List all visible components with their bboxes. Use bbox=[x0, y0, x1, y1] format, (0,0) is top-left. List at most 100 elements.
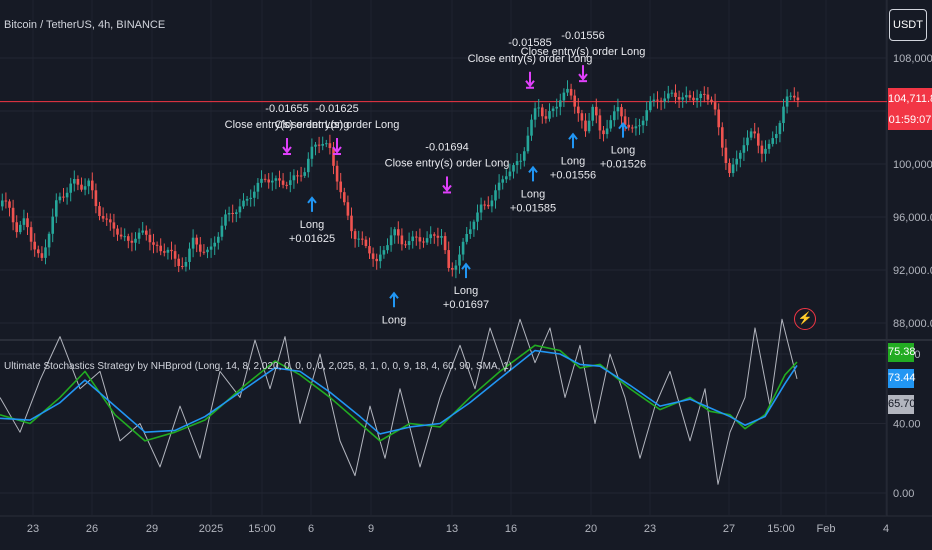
candle-body bbox=[281, 180, 285, 185]
price-axis-label: 100,000.00 bbox=[893, 159, 932, 171]
candle-body bbox=[40, 253, 44, 258]
candle-body bbox=[695, 98, 699, 101]
candle-body bbox=[512, 165, 515, 172]
candle-body bbox=[292, 175, 296, 181]
long-entry-arrowhead bbox=[618, 122, 628, 130]
candle-body bbox=[465, 233, 468, 242]
osc-k-line bbox=[0, 344, 798, 442]
candle-body bbox=[335, 165, 339, 182]
candle-body bbox=[555, 106, 558, 109]
candle-body bbox=[451, 267, 454, 270]
long-entry-label: Long bbox=[382, 314, 406, 326]
long-entry-arrowhead bbox=[528, 165, 538, 173]
candle-body bbox=[645, 110, 648, 121]
price-axis-label: 88,000.00 bbox=[893, 318, 932, 330]
candle-body bbox=[116, 228, 119, 235]
time-axis-label: 6 bbox=[308, 523, 314, 535]
time-axis-label: 26 bbox=[86, 523, 98, 535]
candle-body bbox=[83, 186, 87, 190]
candle-body bbox=[195, 237, 198, 245]
candle-body bbox=[638, 125, 641, 127]
candle-body bbox=[706, 94, 710, 100]
close-exit-label: Close entry(s) order Long bbox=[385, 157, 510, 169]
candle-body bbox=[526, 135, 530, 152]
long-entry-profit: +0.01625 bbox=[289, 233, 335, 245]
close-exit-profit: -0.01655 bbox=[265, 103, 308, 115]
candle-body bbox=[227, 212, 231, 215]
candle-body bbox=[497, 182, 501, 191]
candle-body bbox=[173, 251, 177, 259]
candle-body bbox=[562, 92, 566, 101]
candle-body bbox=[667, 93, 670, 99]
candle-body bbox=[692, 97, 695, 101]
candle-body bbox=[775, 134, 778, 139]
candle-body bbox=[112, 222, 116, 229]
candle-body bbox=[303, 172, 306, 176]
candle-body bbox=[710, 99, 713, 103]
candle-body bbox=[58, 196, 62, 201]
candle-body bbox=[256, 182, 260, 192]
candle-body bbox=[141, 230, 144, 233]
candle-body bbox=[274, 178, 278, 181]
long-entry-arrowhead bbox=[307, 196, 317, 204]
candle-body bbox=[688, 95, 692, 98]
candle-body bbox=[1, 200, 4, 207]
candle-body bbox=[627, 124, 630, 128]
candle-body bbox=[101, 215, 105, 219]
candle-body bbox=[785, 96, 789, 107]
candle-body bbox=[155, 244, 159, 246]
close-exit-label: Close entry(s) order Long bbox=[521, 46, 646, 58]
osc-fast-line bbox=[0, 318, 798, 485]
close-exit-arrowhead bbox=[525, 80, 535, 88]
candle-body bbox=[677, 96, 681, 100]
candle-body bbox=[317, 144, 321, 146]
lightning-icon[interactable]: ⚡ bbox=[794, 308, 816, 330]
candle-body bbox=[184, 261, 188, 267]
candle-body bbox=[472, 221, 476, 230]
candle-body bbox=[440, 236, 443, 238]
symbol-title[interactable]: Bitcoin / TetherUS, 4h, BINANCE bbox=[4, 19, 166, 31]
candle-body bbox=[296, 175, 299, 177]
countdown-tag: 01:59:07 bbox=[888, 110, 932, 130]
candle-body bbox=[76, 178, 80, 185]
candle-body bbox=[224, 214, 227, 226]
candle-body bbox=[731, 164, 735, 174]
close-exit-arrowhead bbox=[442, 184, 452, 193]
candle-body bbox=[580, 113, 584, 121]
candle-body bbox=[123, 236, 126, 238]
osc-d-line bbox=[0, 349, 798, 435]
osc-d-tag: 73.44 bbox=[888, 369, 916, 388]
candle-body bbox=[181, 266, 184, 268]
candle-body bbox=[245, 198, 249, 201]
close-exit-label: Close entry(s) order Long bbox=[275, 119, 400, 131]
candle-body bbox=[137, 232, 141, 239]
candle-body bbox=[458, 254, 461, 266]
candle-body bbox=[551, 108, 555, 112]
long-entry-label: Long bbox=[521, 188, 545, 200]
candle-body bbox=[199, 244, 202, 252]
currency-button[interactable]: USDT bbox=[889, 9, 927, 41]
time-axis-label: 15:00 bbox=[248, 523, 276, 535]
candle-body bbox=[177, 258, 180, 267]
long-entry-label: Long bbox=[300, 219, 324, 231]
candle-body bbox=[148, 234, 152, 243]
candle-body bbox=[649, 100, 652, 111]
candle-body bbox=[80, 184, 83, 190]
candle-body bbox=[573, 95, 576, 107]
price-axis-label: 108,000.00 bbox=[893, 53, 932, 65]
candle-body bbox=[62, 196, 65, 198]
candle-body bbox=[235, 212, 238, 214]
candle-body bbox=[796, 97, 800, 101]
candle-body bbox=[598, 115, 602, 131]
candle-body bbox=[724, 147, 728, 163]
candle-body bbox=[217, 236, 220, 243]
candle-body bbox=[325, 143, 328, 145]
candle-body bbox=[605, 128, 609, 135]
candle-body bbox=[368, 246, 371, 254]
candle-body bbox=[339, 181, 342, 193]
candle-body bbox=[663, 98, 666, 102]
candle-body bbox=[717, 109, 720, 128]
indicator-title[interactable]: Ultimate Stochastics Strategy by NHBprod… bbox=[4, 361, 513, 372]
candle-body bbox=[425, 238, 429, 243]
